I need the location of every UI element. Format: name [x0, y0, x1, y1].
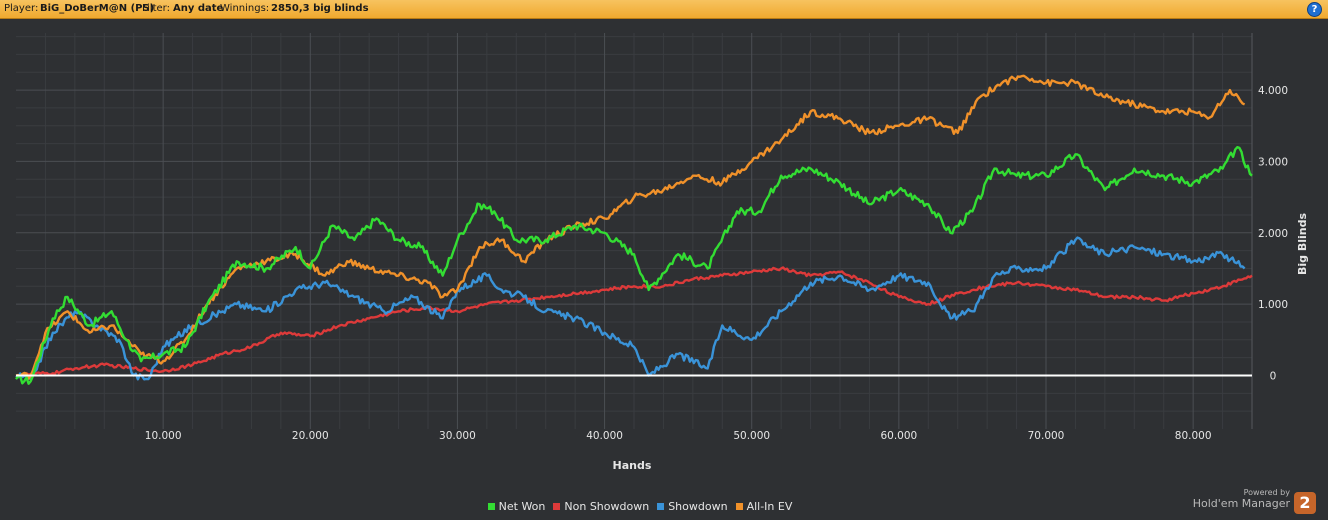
- legend-item[interactable]: All-In EV: [735, 500, 793, 513]
- y-tick-label: 0: [1270, 370, 1277, 382]
- player-label: Player:: [4, 3, 39, 14]
- y-tick-label: 4.000: [1258, 85, 1288, 97]
- x-tick-label: 50.000: [733, 430, 770, 442]
- x-tick-label: 70.000: [1028, 430, 1065, 442]
- x-tick-label: 10.000: [145, 430, 182, 442]
- report-header-bar: Player: BiG_DoBerM@N (PS) Filter: Any da…: [0, 0, 1328, 19]
- question-icon[interactable]: ?: [1307, 2, 1322, 17]
- brand-name: Hold'em Manager: [1192, 497, 1290, 510]
- player-name[interactable]: BiG_DoBerM@N (PS): [40, 3, 155, 14]
- legend-item[interactable]: Non Showdown: [553, 500, 649, 513]
- legend-item[interactable]: Showdown: [657, 500, 728, 513]
- filter-value[interactable]: Any date: [173, 3, 224, 14]
- x-tick-label: 80.000: [1175, 430, 1212, 442]
- legend-swatch-icon: [657, 503, 665, 510]
- x-axis-ticks: 10.000 20.000 30.000 40.000 50.000 60.000 70.0…: [145, 430, 1212, 442]
- y-axis-title: Big Blinds: [1296, 213, 1309, 275]
- x-tick-label: 30.000: [439, 430, 476, 442]
- series-line-showdown: [15, 236, 1246, 381]
- legend-label: Net Won: [498, 500, 546, 513]
- minor-gridlines: [16, 33, 1252, 429]
- series-lines: [15, 74, 1253, 385]
- x-tick-label: 60.000: [880, 430, 917, 442]
- major-gridlines: [16, 33, 1253, 429]
- legend-item[interactable]: Net Won: [487, 500, 546, 513]
- series-line-net-won: [15, 146, 1253, 385]
- y-tick-label: 3.000: [1258, 156, 1288, 168]
- y-axis-ticks: 0 1.000 2.000 3.000 4.000: [1258, 85, 1288, 382]
- legend-swatch-icon: [553, 503, 561, 510]
- y-tick-label: 2.000: [1258, 228, 1288, 240]
- legend-swatch-icon: [487, 503, 495, 510]
- filter-label: Filter:: [142, 3, 170, 14]
- series-line-all-in-ev: [15, 74, 1246, 380]
- x-tick-label: 20.000: [292, 430, 329, 442]
- chart-legend: Net Won Non Showdown Showdown All-In EV: [0, 500, 1280, 513]
- holdem-manager-logo-icon: 2: [1294, 492, 1316, 514]
- winnings-value: 2850,3 big blinds: [271, 3, 369, 14]
- winnings-chart: 10.000 20.000 30.000 40.000 50.000 60.000 70.0…: [15, 33, 1309, 472]
- brand-watermark: Powered by Hold'em Manager: [1193, 488, 1290, 511]
- x-tick-label: 40.000: [586, 430, 623, 442]
- legend-swatch-icon: [735, 503, 743, 510]
- x-axis-title: Hands: [613, 459, 652, 472]
- winnings-label: Winnings:: [220, 3, 270, 14]
- powered-by-text: Powered by: [1243, 488, 1290, 497]
- legend-label: Non Showdown: [564, 500, 650, 513]
- y-tick-label: 1.000: [1258, 299, 1288, 311]
- legend-label: All-In EV: [746, 500, 793, 513]
- legend-label: Showdown: [668, 500, 728, 513]
- series-line-non-showdown: [15, 266, 1253, 378]
